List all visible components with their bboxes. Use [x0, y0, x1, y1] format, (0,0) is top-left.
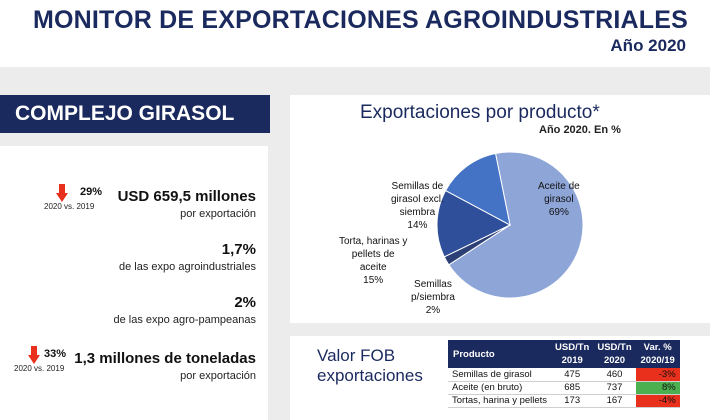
- stat-value: 2%: [234, 294, 256, 311]
- delta-compare: 2020 vs. 2019: [14, 364, 65, 373]
- cell-var: -4%: [635, 394, 680, 408]
- pie-label-line: aceite: [359, 262, 387, 273]
- page-title: MONITOR DE EXPORTACIONES AGROINDUSTRIALE…: [32, 6, 688, 34]
- pie-label-value: 14%: [407, 220, 428, 231]
- stat-value: USD 659,5 millones: [117, 188, 256, 205]
- col-head-line: 2019: [561, 355, 583, 366]
- pie-label-line: Torta, harinas y: [339, 236, 408, 247]
- col-product: Producto: [448, 340, 552, 368]
- cell-product: Tortas, harina y pellets: [448, 394, 552, 408]
- pie-slice-0: [448, 151, 584, 299]
- stat-value: 1,7%: [221, 241, 256, 258]
- table-row: Aceite (en bruto) 685 737 8%: [448, 381, 680, 395]
- stats-panel: 29% 2020 vs. 2019 USD 659,5 millones por…: [0, 146, 268, 420]
- pie-label-line: Semillas de: [391, 181, 444, 192]
- pie-slice-2: [436, 189, 512, 258]
- delta-percent: 29%: [80, 186, 103, 198]
- down-arrow-icon: [28, 346, 40, 364]
- stat-label: de las expo agroindustriales: [119, 261, 256, 273]
- cell-var: 8%: [635, 381, 680, 395]
- pie-label-torta: Torta, harinas y pellets de aceite 15%: [339, 235, 407, 287]
- pie-label-aceite: Aceite de girasol 69%: [538, 180, 580, 219]
- pie-label-semillas: Semillas de girasol excl. siembra 14%: [391, 180, 444, 232]
- pie-label-value: 2%: [425, 305, 441, 316]
- cell-product: Aceite (en bruto): [448, 381, 552, 395]
- col-usd-2019: USD/Tn 2019: [551, 340, 594, 368]
- pie-label-line: siembra: [399, 207, 436, 218]
- pie-label-value: 69%: [548, 207, 569, 218]
- fob-title-line: Valor FOB: [317, 346, 396, 365]
- col-head-line: USD/Tn: [555, 342, 590, 353]
- down-arrow-icon: [56, 184, 68, 202]
- fob-table: Producto USD/Tn 2019 USD/Tn 2020 Var. % 202…: [448, 340, 680, 408]
- stat-value: 1,3 millones de toneladas: [74, 350, 256, 367]
- pie-label-line: girasol excl.: [391, 194, 444, 205]
- col-head-line: Var. %: [643, 342, 672, 353]
- delta-compare: 2020 vs. 2019: [44, 202, 95, 211]
- cell-usd-2020: 167: [593, 394, 636, 408]
- stat-label: por exportación: [180, 208, 256, 220]
- fob-panel: Valor FOB exportaciones Producto USD/Tn 2…: [290, 336, 710, 420]
- col-head-line: USD/Tn: [597, 342, 632, 353]
- fob-title-line: exportaciones: [317, 366, 423, 385]
- cell-usd-2019: 173: [551, 394, 594, 408]
- stat-label: por exportación: [180, 370, 256, 382]
- stat-label: de las expo agro-pampeanas: [113, 314, 256, 326]
- table-row: Tortas, harina y pellets 173 167 -4%: [448, 394, 680, 408]
- table-row: Semillas de girasol 475 460 -3%: [448, 368, 680, 382]
- delta-percent: 33%: [44, 348, 67, 360]
- chart-panel: Exportaciones por producto* Año 2020. En…: [290, 95, 710, 323]
- page-year: Año 2020: [610, 36, 686, 55]
- cell-product: Semillas de girasol: [448, 368, 552, 382]
- fob-title: Valor FOB exportaciones: [317, 346, 423, 386]
- cell-usd-2019: 685: [551, 381, 594, 395]
- pie-label-line: pellets de: [351, 249, 395, 260]
- cell-var: -3%: [635, 368, 680, 382]
- col-head-line: 2020/19: [640, 355, 675, 366]
- table-header-row: Producto USD/Tn 2019 USD/Tn 2020 Var. % 202…: [448, 340, 680, 368]
- cell-usd-2020: 460: [593, 368, 636, 382]
- chart-title: Exportaciones por producto*: [360, 102, 600, 123]
- pie-label-line: Aceite de: [538, 181, 580, 192]
- complex-title-text: COMPLEJO GIRASOL: [15, 102, 235, 125]
- cell-usd-2019: 475: [551, 368, 594, 382]
- complex-title: COMPLEJO GIRASOL: [0, 95, 270, 133]
- pie-label-line: p/siembra: [411, 292, 455, 303]
- pie-chart: [436, 151, 584, 299]
- pie-label-line: girasol: [544, 194, 574, 205]
- pie-slice-3: [444, 152, 511, 226]
- cell-usd-2020: 737: [593, 381, 636, 395]
- pie-label-line: Semillas: [414, 279, 452, 290]
- chart-subtitle: Año 2020. En %: [539, 124, 621, 136]
- pie-label-siembra: Semillas p/siembra 2%: [411, 278, 455, 317]
- col-var: Var. % 2020/19: [635, 340, 680, 368]
- col-head-line: 2020: [603, 355, 626, 366]
- pie-label-value: 15%: [363, 275, 384, 286]
- col-usd-2020: USD/Tn 2020: [593, 340, 636, 368]
